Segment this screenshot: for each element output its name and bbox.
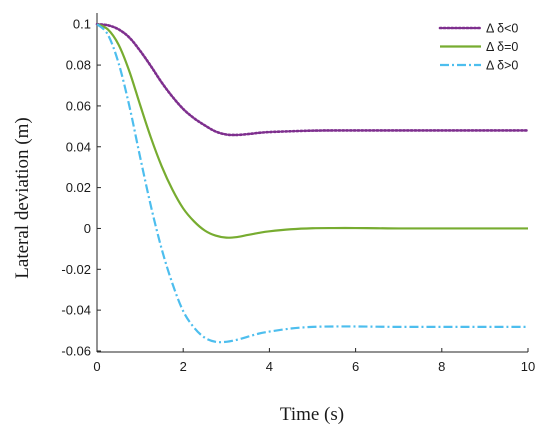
y-tick-label: 0.06: [66, 98, 91, 113]
series-lines: [95, 22, 530, 344]
y-tick-label: 0.08: [66, 58, 91, 73]
y-tick-label: 0: [84, 221, 91, 236]
x-tick-label: 4: [266, 359, 273, 374]
y-tick-label: -0.06: [61, 343, 91, 358]
legend: Δ δ<0 Δ δ=0 Δ δ>0: [438, 22, 518, 73]
legend-label: Δ δ>0: [486, 59, 518, 73]
series-line-2: [96, 23, 528, 239]
x-tick-label: 8: [438, 359, 445, 374]
x-tick-label: 0: [93, 359, 100, 374]
y-tick-label: 0.1: [73, 17, 91, 32]
y-tick-label: 0.02: [66, 180, 91, 195]
plot-frame: [96, 13, 528, 353]
legend-label: Δ δ<0: [486, 22, 518, 36]
series-line-3: [96, 23, 528, 344]
x-tick-label: 6: [352, 359, 359, 374]
y-axis-label: Lateral deviation (m): [12, 117, 33, 278]
x-axis-ticks: 0 2 4 6 8 10: [93, 348, 535, 374]
legend-label: Δ δ=0: [486, 40, 518, 54]
x-tick-label: 2: [180, 359, 187, 374]
y-tick-label: -0.04: [61, 303, 91, 318]
y-tick-label: 0.04: [66, 139, 91, 154]
y-tick-label: -0.02: [61, 262, 91, 277]
x-axis-label: Time (s): [280, 404, 344, 425]
y-axis-ticks: 0.1 0.08 0.06 0.04 0.02 0 -0.02 -0.04 -0.06: [61, 17, 101, 358]
x-tick-label: 10: [521, 359, 535, 374]
series-line-1: [95, 22, 530, 137]
